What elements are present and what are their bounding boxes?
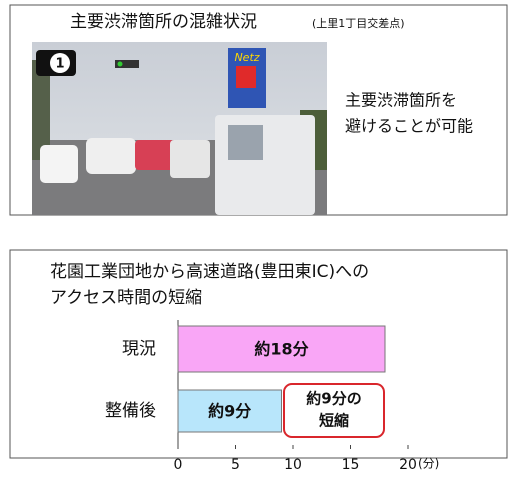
note-line: 避けることが可能 xyxy=(345,117,473,136)
x-tick-label: 15 xyxy=(342,457,360,473)
sign-text: Netz xyxy=(234,51,259,64)
photo-title: 主要渋滞箇所の混雑状況 xyxy=(70,12,257,32)
x-tick-label: 10 xyxy=(284,457,302,473)
photo: Netz 1 xyxy=(32,42,327,215)
annotation: 約9分の xyxy=(306,390,361,408)
badge: 1 xyxy=(55,57,64,72)
chart-title: 花園工業団地から高速道路(豊田東IC)への xyxy=(50,262,369,282)
x-tick-label: 20 xyxy=(399,457,417,473)
category-label: 現況 xyxy=(122,339,156,359)
chart-title: アクセス時間の短縮 xyxy=(50,288,202,308)
note-line: 主要渋滞箇所を xyxy=(345,91,457,110)
photo-subtitle: (上里1丁目交差点) xyxy=(312,16,405,30)
value-label: 約18分 xyxy=(254,340,308,359)
category-label: 整備後 xyxy=(105,401,156,421)
x-tick-label: 5 xyxy=(231,457,240,473)
x-unit: (分) xyxy=(418,457,439,471)
value-label: 約9分 xyxy=(208,402,251,421)
x-tick-label: 0 xyxy=(174,457,183,473)
annotation: 短縮 xyxy=(319,412,349,430)
page: 主要渋滞箇所の混雑状況 (上里1丁目交差点) Netz 1 主要渋滞箇所を 避け… xyxy=(0,0,517,481)
